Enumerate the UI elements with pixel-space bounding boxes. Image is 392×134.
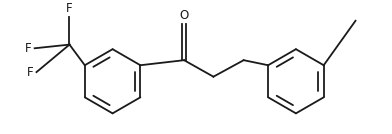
Text: F: F [25, 42, 32, 55]
Text: O: O [180, 9, 189, 22]
Text: F: F [27, 66, 34, 79]
Text: F: F [66, 2, 73, 15]
